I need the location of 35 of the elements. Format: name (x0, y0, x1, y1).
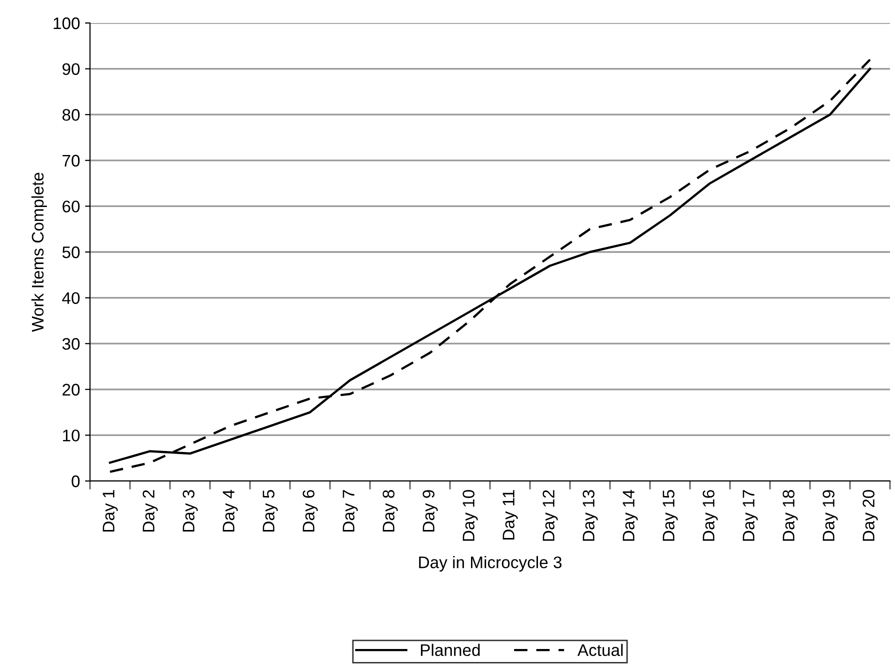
y-tick-label: 100 (54, 17, 80, 30)
x-tick-label: Day 15 (662, 490, 678, 541)
x-tick-label: Day 9 (422, 490, 438, 532)
x-tick-label: Day 16 (702, 490, 718, 541)
y-tick-label: 90 (62, 63, 80, 76)
y-tick-label: 50 (62, 246, 80, 258)
x-axis-title: Day in Microcycle 3 (419, 556, 562, 572)
y-axis-title: Work Items Complete (31, 172, 47, 332)
y-tick-label: 60 (62, 200, 80, 212)
y-tick-label: 10 (63, 430, 80, 442)
x-tick-label: Day 4 (222, 490, 238, 532)
legend-label: Actual (577, 644, 623, 656)
x-tick-label: Day 17 (742, 490, 758, 541)
legend-label: Planned (420, 644, 480, 656)
x-tick-label: Day 18 (782, 490, 798, 541)
x-tick-label: Day 6 (302, 490, 318, 532)
x-tick-label: Day 19 (822, 490, 838, 541)
x-tick-label: Day 12 (542, 490, 558, 541)
x-tick-label: Day 11 (502, 490, 518, 540)
y-tick-label: 20 (62, 384, 80, 396)
x-tick-label: Day 3 (182, 490, 198, 532)
x-tick-label: Day 8 (382, 490, 398, 532)
x-tick-label: Day 10 (462, 490, 478, 541)
x-tick-label: Day 5 (262, 490, 278, 532)
x-tick-label: Day 20 (862, 490, 878, 541)
x-tick-label: Day 7 (342, 490, 358, 532)
x-tick-label: Day 1 (102, 490, 118, 532)
y-tick-label: 0 (72, 475, 80, 488)
x-tick-label: Day 13 (582, 490, 598, 541)
y-tick-label: 70 (62, 154, 80, 167)
x-tick-label: Day 2 (142, 490, 158, 532)
x-tick-label: Day 14 (622, 490, 638, 541)
y-tick-label: 40 (62, 292, 80, 304)
y-tick-label: 30 (62, 338, 80, 350)
y-tick-label: 80 (62, 109, 80, 121)
